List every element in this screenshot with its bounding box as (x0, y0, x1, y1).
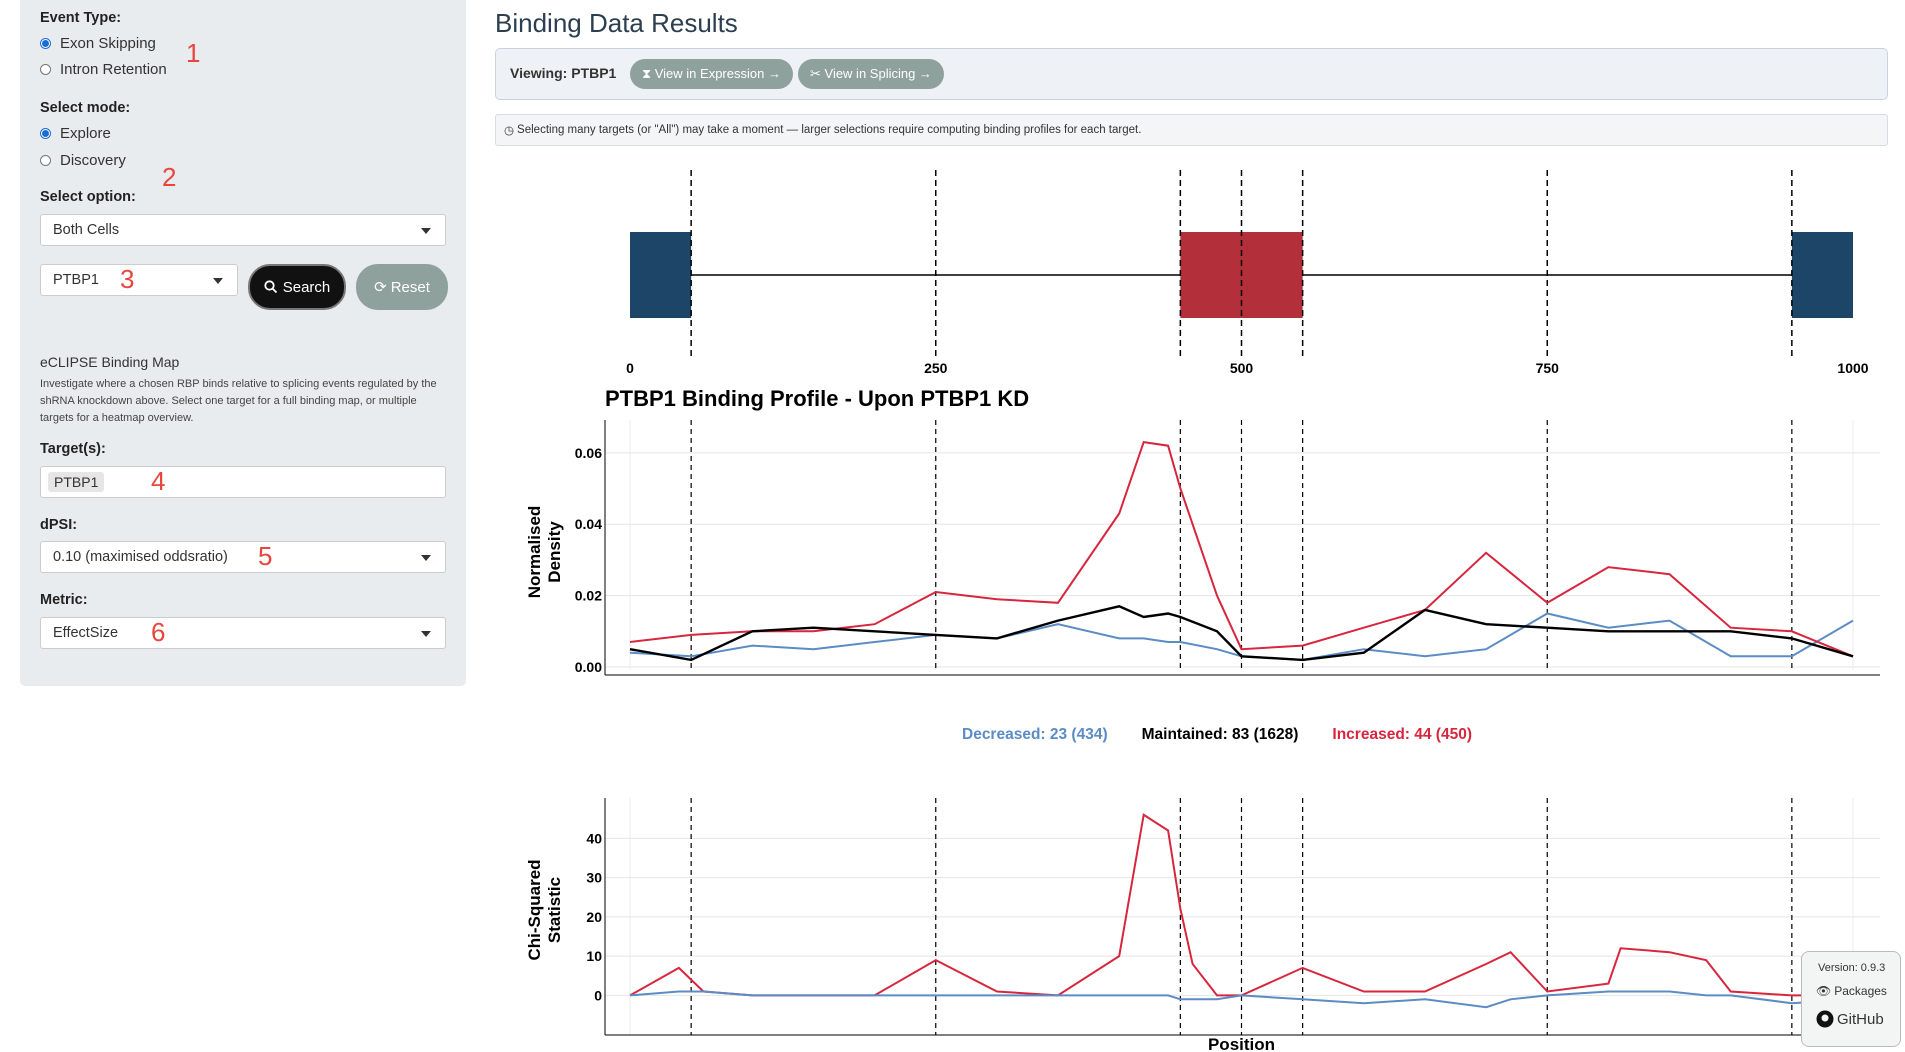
radio-on-icon[interactable] (40, 38, 51, 49)
clock-icon: ◷ (504, 125, 515, 137)
option-label: Select option: (40, 189, 136, 205)
y-axis-label: NormalisedDensity (525, 506, 564, 599)
option-select[interactable]: Both Cells (40, 214, 446, 246)
chevron-down-icon (421, 228, 431, 234)
marker-4: 4 (151, 466, 166, 496)
view-splicing-button[interactable]: ✂ View in Splicing → (798, 59, 944, 89)
radio-label: Discovery (60, 152, 126, 169)
eclipse-title: eCLIPSE Binding Map (40, 354, 180, 370)
y-axis-label-line: Chi-Squared (525, 859, 544, 960)
marker-6: 6 (151, 617, 166, 647)
dpsi-label: dPSI: (40, 517, 78, 533)
event-type-label: Event Type: (40, 10, 122, 26)
radio-intron-retention[interactable]: Intron Retention (40, 61, 167, 78)
y-tick-label: 30 (586, 870, 602, 886)
radio-on-icon[interactable] (40, 128, 51, 139)
reset-button[interactable]: ⟳ Reset (356, 264, 448, 310)
legend: Decreased: 23 (434) Maintained: 83 (1628… (962, 726, 1472, 744)
x-axis-label: Position (1208, 1035, 1275, 1052)
radio-label: Intron Retention (60, 61, 167, 78)
eclipse-description: Investigate where a chosen RBP binds rel… (40, 378, 437, 424)
target-tag[interactable]: PTBP1 (48, 472, 105, 492)
option-select-value: Both Cells (53, 222, 120, 238)
radio-explore[interactable]: Explore (40, 125, 111, 142)
x-tick-label: 0 (626, 360, 634, 376)
chevron-down-icon (421, 555, 431, 561)
chart-title: PTBP1 Binding Profile - Upon PTBP1 KD (605, 386, 1029, 411)
viewing-label: Viewing: PTBP1 (510, 65, 617, 81)
radio-exon-skipping[interactable]: Exon Skipping (40, 35, 156, 52)
y-axis-label-line: Normalised (525, 506, 544, 599)
legend-maintained: Maintained: 83 (1628) (1141, 726, 1299, 743)
marker-2: 2 (162, 162, 177, 192)
series-increased (629, 440, 1854, 658)
y-tick-label: 0.06 (575, 445, 602, 461)
view-expression-button[interactable]: ⧗ View in Expression → (630, 59, 793, 89)
series-maintained (629, 605, 1854, 662)
info-note: ◷ Selecting many targets (or "All") may … (495, 114, 1888, 146)
packages-link[interactable]: 👁 Packages (1816, 984, 1887, 998)
legend-decreased: Decreased: 23 (434) (962, 726, 1108, 743)
x-tick-label: 750 (1536, 360, 1560, 376)
x-tick-label: 250 (924, 360, 948, 376)
radio-off-icon[interactable] (40, 64, 51, 75)
sidebar-panel: Event Type: Exon Skipping Intron Retenti… (20, 0, 466, 686)
y-tick-label: 0.02 (575, 588, 602, 604)
eye-icon: 👁 (1816, 984, 1832, 998)
refresh-icon: ⟳ (374, 279, 387, 296)
exon-diagram: 0 250 500 750 1000 (626, 170, 1869, 376)
targets-input[interactable]: PTBP1 (40, 466, 446, 498)
metric-label: Metric: (40, 592, 88, 608)
y-tick-label: 0.04 (575, 516, 602, 532)
y-axis-label-line: Density (545, 521, 564, 583)
radio-off-icon[interactable] (40, 155, 51, 166)
series-decreased (629, 990, 1854, 1009)
chevron-down-icon (421, 631, 431, 637)
y-tick-label: 0 (594, 987, 602, 1003)
marker-1: 1 (186, 38, 201, 68)
version-box: Version: 0.9.3 👁 Packages GitHub (1801, 951, 1901, 1047)
radio-discovery[interactable]: Discovery (40, 152, 126, 169)
chi-squared-chart: 0 10 20 30 40 Chi-SquaredStatistic Position (525, 798, 1880, 1052)
x-tick-label: 1000 (1837, 360, 1868, 376)
y-axis-label: Chi-SquaredStatistic (525, 859, 564, 960)
gene-select-value: PTBP1 (53, 272, 99, 288)
gene-select[interactable]: PTBP1 (40, 264, 238, 296)
legend-increased: Increased: 44 (450) (1332, 726, 1472, 743)
version-label: Version: 0.9.3 (1818, 962, 1886, 974)
search-button-label: Search (282, 278, 331, 296)
exon-downstream (1791, 232, 1853, 318)
y-axis-label-line: Statistic (545, 877, 564, 943)
exon-upstream (630, 232, 692, 318)
chevron-down-icon (213, 278, 223, 284)
y-tick-label: 0.00 (575, 659, 602, 675)
series-decreased (629, 612, 1854, 661)
dpsi-select-value: 0.10 (maximised oddsratio) (53, 549, 228, 565)
metric-select-value: EffectSize (53, 625, 119, 641)
x-tick-label: 500 (1230, 360, 1254, 376)
viewing-bar: Viewing: PTBP1 ⧗ View in Expression → ✂ … (495, 48, 1888, 100)
github-label: GitHub (1837, 1010, 1884, 1028)
binding-profile-chart: PTBP1 Binding Profile - Upon PTBP1 KD 0.0… (525, 386, 1880, 676)
targets-label: Target(s): (40, 441, 106, 457)
github-icon (1816, 1010, 1834, 1028)
metric-select[interactable]: EffectSize (40, 617, 446, 649)
reset-button-label: Reset (390, 278, 430, 296)
y-tick-label: 20 (586, 909, 602, 925)
packages-label: Packages (1834, 984, 1887, 998)
github-link[interactable]: GitHub (1816, 1010, 1884, 1028)
search-button[interactable]: Search (248, 264, 346, 310)
radio-label: Explore (60, 125, 111, 142)
info-note-text: Selecting many targets (or "All") may ta… (517, 124, 1142, 136)
page-title: Binding Data Results (495, 8, 738, 38)
marker-3: 3 (120, 264, 135, 294)
dpsi-select[interactable]: 0.10 (maximised oddsratio) (40, 541, 446, 573)
y-tick-label: 40 (586, 830, 602, 846)
marker-5: 5 (258, 541, 273, 571)
mode-label: Select mode: (40, 100, 131, 116)
search-icon (264, 280, 277, 294)
series-increased (629, 813, 1853, 997)
radio-label: Exon Skipping (60, 35, 156, 52)
y-tick-label: 10 (586, 948, 602, 964)
